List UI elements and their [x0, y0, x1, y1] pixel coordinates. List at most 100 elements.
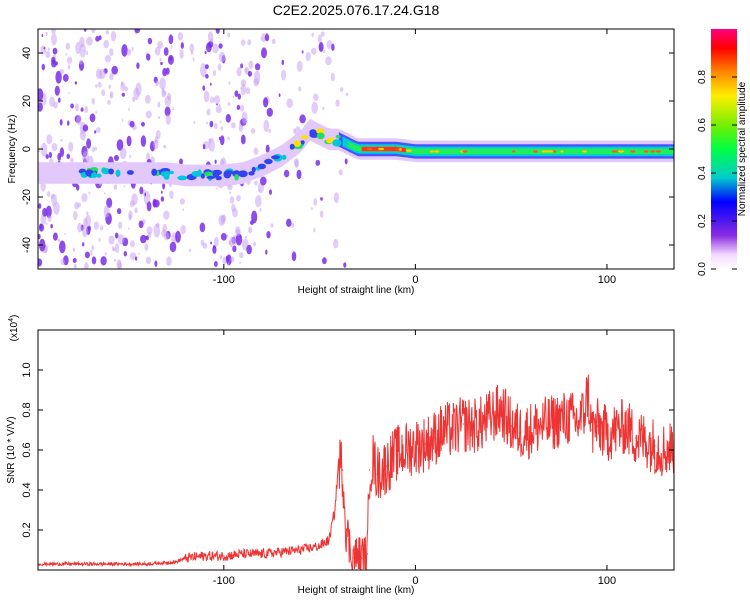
- snr-point: [299, 549, 301, 551]
- noise-speck: [193, 120, 196, 124]
- noise-speck: [91, 29, 96, 34]
- noise-speck: [41, 33, 44, 38]
- noise-speck: [217, 63, 222, 71]
- snr-point: [146, 563, 148, 565]
- ridge-hotspot: [655, 150, 662, 153]
- noise-speck: [129, 252, 137, 260]
- noise-speck: [313, 227, 316, 233]
- snr-point: [175, 561, 177, 563]
- snr-y-multiplier: (x104): [8, 315, 20, 342]
- noise-speck: [38, 233, 41, 240]
- noise-speck: [259, 207, 262, 213]
- noise-speck: [163, 210, 170, 220]
- y-tick-label: 20: [21, 95, 33, 107]
- noise-speck: [270, 223, 274, 228]
- noise-speck: [236, 67, 242, 77]
- noise-speck: [95, 68, 103, 80]
- noise-speck: [65, 42, 71, 50]
- noise-speck: [254, 195, 262, 208]
- noise-speck: [261, 32, 267, 43]
- noise-speck: [144, 243, 149, 251]
- snr-point: [443, 429, 445, 431]
- noise-speck: [89, 113, 96, 123]
- ridge-blob: [271, 155, 280, 160]
- noise-speck: [135, 256, 138, 261]
- noise-speck: [51, 33, 57, 46]
- snr-point: [353, 557, 355, 559]
- noise-speck: [215, 29, 220, 34]
- noise-speck: [108, 235, 115, 245]
- noise-speck: [163, 144, 167, 149]
- noise-speck: [301, 50, 304, 54]
- ridge-blob: [168, 170, 175, 175]
- noise-speck: [251, 210, 258, 224]
- snr-multiplier-base: (x10: [9, 321, 20, 341]
- noise-speck: [269, 189, 272, 195]
- noise-speck: [157, 116, 161, 119]
- noise-speck: [218, 43, 223, 49]
- colorbar-tick-label: 0.2: [697, 214, 708, 228]
- snr-point: [424, 443, 426, 445]
- noise-speck: [38, 102, 43, 112]
- noise-speck: [240, 63, 244, 69]
- noise-speck: [250, 128, 256, 134]
- ridge-blob: [300, 135, 309, 140]
- noise-speck: [265, 144, 270, 153]
- noise-speck: [104, 54, 112, 63]
- noise-speck: [138, 220, 144, 229]
- noise-speck: [160, 196, 165, 202]
- spectrogram-x-ticks: -100 0 100: [213, 29, 616, 286]
- noise-speck: [261, 47, 267, 59]
- snr-point: [386, 465, 388, 467]
- snr-point: [548, 423, 551, 425]
- ridge-blob: [264, 158, 273, 165]
- figure-title: C2E2.2025.076.17.24.G18: [273, 2, 440, 18]
- noise-speck: [45, 31, 48, 36]
- snr-marks: [38, 374, 674, 570]
- ridge-blob: [234, 174, 239, 181]
- noise-speck: [139, 186, 144, 195]
- ridge-blob: [191, 171, 202, 177]
- noise-speck: [62, 73, 69, 82]
- snr-point: [453, 429, 455, 431]
- snr-point: [349, 549, 351, 551]
- noise-speck: [235, 233, 243, 246]
- noise-speck: [213, 123, 218, 129]
- ridge-hotspot: [543, 150, 549, 153]
- snr-point: [520, 431, 522, 433]
- noise-speck: [245, 87, 251, 95]
- noise-speck: [250, 220, 254, 226]
- snr-panel: -100 0 100 0.2 0.4 0.6 0.8 1.0 Height of strai…: [6, 315, 675, 596]
- ridge-hotspot: [650, 150, 655, 153]
- noise-speck: [311, 47, 317, 55]
- noise-speck: [192, 57, 195, 61]
- noise-speck: [86, 50, 89, 56]
- noise-speck: [212, 43, 219, 54]
- noise-speck: [47, 47, 50, 51]
- colorbar-tick-label: 0.0: [697, 262, 708, 276]
- snr-point: [338, 459, 340, 461]
- noise-speck: [105, 30, 110, 35]
- x-tick-label: 0: [412, 575, 418, 587]
- noise-speck: [131, 193, 138, 206]
- noise-speck: [138, 252, 140, 255]
- noise-speck: [72, 258, 77, 263]
- noise-speck: [320, 197, 323, 201]
- noise-speck: [230, 256, 235, 263]
- noise-speck: [53, 201, 60, 215]
- noise-speck: [159, 57, 162, 62]
- noise-speck: [144, 94, 151, 104]
- noise-speck: [50, 224, 53, 229]
- noise-speck: [146, 201, 152, 212]
- snr-point: [414, 445, 416, 447]
- noise-speck: [60, 138, 63, 142]
- ridge-blob: [281, 154, 287, 160]
- noise-speck: [153, 139, 159, 150]
- snr-point: [606, 433, 608, 435]
- noise-speck: [227, 136, 230, 141]
- noise-speck: [299, 114, 306, 124]
- noise-speck: [213, 236, 219, 247]
- snr-point: [433, 437, 436, 439]
- noise-speck: [57, 238, 60, 243]
- noise-speck: [345, 92, 349, 97]
